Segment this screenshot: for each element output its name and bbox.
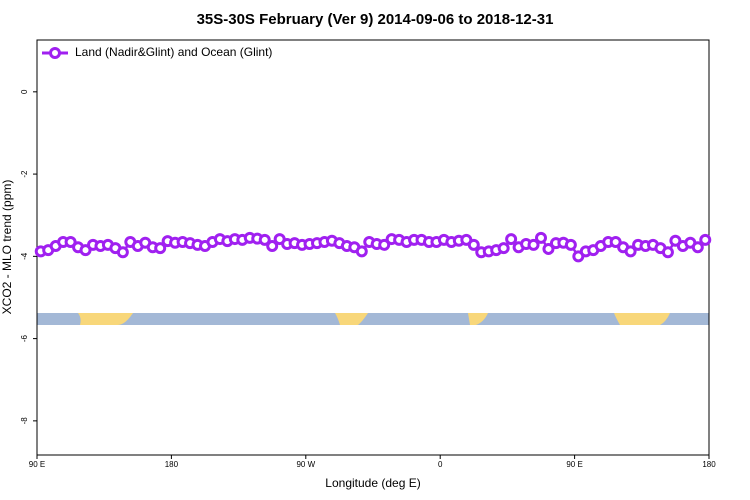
ocean-strip — [37, 313, 709, 325]
legend-marker — [49, 47, 61, 59]
x-tick-label: 0 — [438, 460, 443, 469]
x-tick-label: 180 — [165, 460, 179, 469]
y-axis-label: XCO2 - MLO trend (ppm) — [0, 180, 14, 315]
data-point — [669, 234, 682, 247]
data-point — [154, 242, 167, 255]
data-point — [64, 235, 77, 248]
data-point — [691, 241, 704, 254]
data-point — [661, 246, 674, 259]
legend: Land (Nadir&Glint) and Ocean (Glint) — [42, 45, 272, 59]
data-point — [378, 238, 391, 251]
data-point — [699, 233, 712, 246]
y-tick-label: -2 — [20, 170, 29, 178]
x-tick-label: 90 E — [29, 460, 45, 469]
data-point — [542, 242, 555, 255]
y-tick-label: 0 — [20, 89, 29, 94]
data-point — [467, 238, 480, 251]
map-strip — [37, 313, 709, 325]
land-patch — [78, 313, 133, 325]
data-point — [258, 233, 271, 246]
y-tick-label: -4 — [20, 252, 29, 260]
data-point — [355, 245, 368, 258]
land-patch — [468, 313, 488, 325]
data-point — [527, 238, 540, 251]
x-axis-label: Longitude (deg E) — [325, 476, 420, 490]
y-tick-label: -8 — [20, 417, 29, 425]
x-tick-label: 180 — [702, 460, 716, 469]
data-point — [266, 240, 279, 253]
legend-label: Land (Nadir&Glint) and Ocean (Glint) — [75, 45, 272, 59]
data-point — [505, 233, 518, 246]
data-point — [79, 244, 92, 257]
data-point — [535, 231, 547, 244]
land-patch — [614, 313, 670, 325]
x-tick-label: 90 E — [566, 460, 582, 469]
chart-title: 35S-30S February (Ver 9) 2014-09-06 to 2… — [197, 11, 554, 28]
data-point — [609, 235, 622, 248]
data-point — [564, 238, 577, 251]
data-point — [497, 242, 510, 255]
data-point — [624, 245, 637, 258]
land-patch — [335, 313, 368, 325]
x-tick-label: 90 W — [296, 460, 315, 469]
data-point — [116, 246, 129, 259]
y-tick-label: -6 — [20, 335, 29, 343]
